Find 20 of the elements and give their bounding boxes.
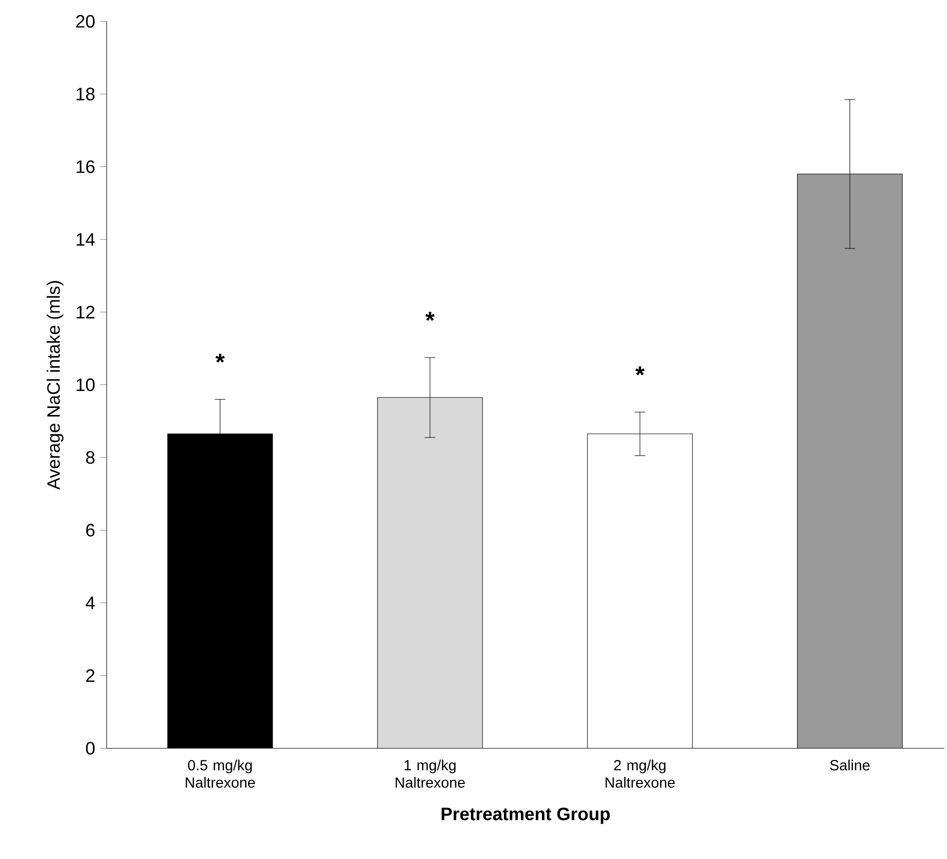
x-tick-label: Saline <box>830 760 870 770</box>
y-tick-label: 14 <box>76 233 95 246</box>
y-tick-label: 2 <box>86 669 94 682</box>
y-tick-label: 20 <box>76 14 95 28</box>
annotation: * <box>425 312 435 321</box>
annotation: * <box>635 366 645 376</box>
y-tick-label: 8 <box>86 451 95 464</box>
x-axis-title: Pretreatment Group <box>442 808 610 824</box>
y-tick-label: 4 <box>86 596 95 610</box>
y-tick-label: 6 <box>86 524 95 537</box>
y-tick-label: 16 <box>76 160 95 174</box>
x-tick-label: 2 mg/kg Naltrexone <box>606 760 675 788</box>
y-axis-title: Average NaCl intake (mls) <box>46 281 64 490</box>
y-tick-label: 12 <box>76 306 94 318</box>
y-tick-label: 18 <box>76 88 95 100</box>
y-tick-label: 0 <box>86 742 95 755</box>
annotation: * <box>215 354 225 363</box>
x-tick-label: 1 mg/kg Naltrexone <box>396 760 465 788</box>
y-tick-label: 10 <box>76 378 95 392</box>
x-tick-label: 0.5 mg/kg Naltrexone <box>186 760 255 788</box>
